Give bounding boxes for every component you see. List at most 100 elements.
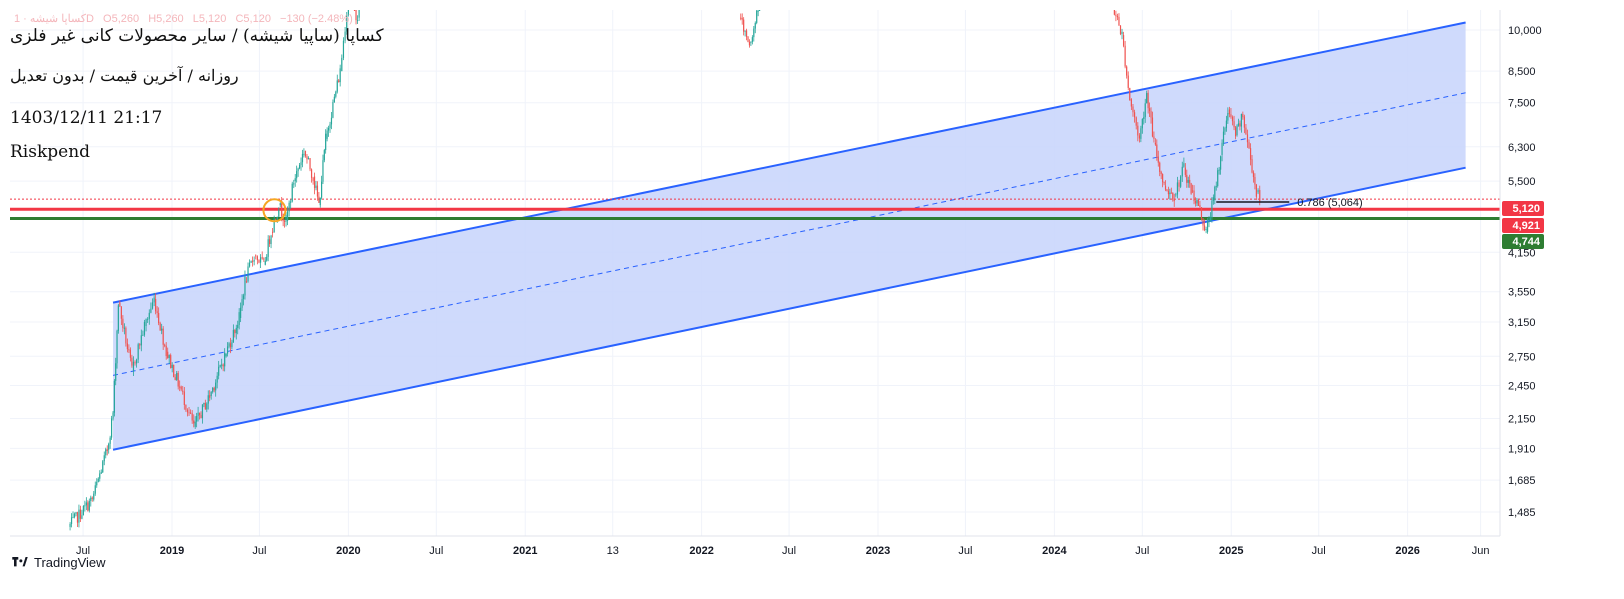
candle-body-279 (1214, 186, 1216, 201)
open-value: O5,260 (103, 13, 140, 25)
candle-body-142 (282, 216, 284, 221)
candle-body-20 (99, 473, 101, 479)
candle-body-0 (69, 523, 71, 527)
candle-body-125 (256, 256, 258, 261)
regression-channel[interactable] (112, 21, 1466, 451)
chart-subtitle: روزانه / آخرین قیمت / بدون تعدیل (10, 66, 239, 85)
candle-body-203 (747, 36, 749, 42)
time-axis[interactable]: Jul 2019 Jul 2020 Jul 2021 13 2022 Jul 2023 Jul 202… (76, 545, 1489, 557)
candle-body-266 (1194, 201, 1197, 204)
candle-body-224 (1132, 106, 1134, 113)
candle-body-103 (224, 352, 226, 367)
candle-body-293 (1234, 127, 1237, 137)
candle-body-158 (306, 156, 308, 160)
candle-body-209 (756, 10, 758, 23)
candle-body-270 (1200, 207, 1203, 219)
candle-body-280 (1215, 186, 1217, 188)
candle-body-183 (342, 40, 345, 58)
candle-body-105 (226, 346, 229, 354)
candle-body-281 (1217, 170, 1219, 187)
candle-body-56 (153, 297, 155, 303)
candle-body-114 (240, 307, 242, 318)
candle-body-240 (1156, 144, 1158, 157)
candle-body-152 (297, 168, 299, 172)
candle-body-169 (322, 160, 324, 182)
candle-body-121 (250, 260, 252, 263)
candle-body-7 (79, 509, 82, 519)
candle-body-309 (1259, 190, 1261, 202)
candle-body-154 (300, 162, 302, 166)
candle-body-258 (1183, 163, 1185, 167)
candle-body-53 (148, 312, 150, 319)
candle-body-186 (347, 10, 349, 15)
candle-body-171 (325, 133, 327, 151)
candle-body-49 (142, 334, 144, 336)
candle-body-153 (298, 165, 301, 169)
candle-body-15 (91, 497, 93, 499)
candle-body-12 (87, 502, 89, 511)
price-tick-10: 2,150 (1508, 413, 1536, 425)
candle-body-128 (261, 257, 263, 259)
price-axis[interactable]: 10,000 8,500 7,500 6,300 5,500 4,150 3,550 3,15… (1508, 25, 1542, 519)
candle-body-107 (229, 343, 232, 348)
candle-body-137 (275, 219, 277, 221)
candle-body-24 (105, 449, 107, 456)
candle-body-204 (748, 41, 751, 46)
candle-body-76 (183, 391, 185, 405)
candle-body-306 (1254, 177, 1256, 185)
candle-body-96 (213, 387, 215, 391)
candle-body-89 (203, 402, 205, 405)
candle-body-18 (96, 481, 98, 486)
candle-body-297 (1240, 114, 1242, 127)
time-tick-14: Jul (1312, 545, 1326, 557)
candle-body-44 (134, 361, 136, 364)
candle-body-159 (307, 158, 310, 160)
candle-body-132 (267, 239, 269, 257)
candle-body-261 (1187, 179, 1189, 183)
candle-body-220 (1126, 66, 1128, 76)
candle-body-19 (97, 478, 99, 482)
price-label-box-0 (1502, 201, 1544, 216)
candle-body-69 (173, 364, 175, 378)
candle-body-61 (161, 328, 163, 331)
horizontal-levels[interactable] (10, 198, 1500, 220)
candle-body-228 (1138, 135, 1141, 139)
candle-body-166 (318, 196, 320, 203)
candle-body-82 (193, 420, 195, 424)
annotations[interactable]: 0.786 (5,064) (262, 197, 1363, 223)
candle-body-136 (273, 219, 275, 233)
candle-body-50 (143, 321, 146, 335)
candle-body-39 (126, 343, 128, 350)
candle-body-120 (248, 262, 251, 267)
price-tick-11: 1,910 (1508, 443, 1536, 455)
candle-body-301 (1246, 134, 1249, 143)
candle-body-245 (1163, 182, 1165, 184)
tradingview-brand[interactable]: TradingView (10, 555, 106, 570)
candle-body-23 (103, 455, 105, 462)
candle-body-236 (1150, 111, 1152, 118)
candle-body-42 (131, 357, 133, 366)
candle-body-11 (85, 502, 87, 506)
candle-body-10 (84, 505, 86, 507)
candle-body-102 (222, 364, 224, 367)
candle-body-283 (1220, 156, 1222, 170)
candle-body-253 (1175, 194, 1177, 196)
candle-body-79 (188, 412, 190, 414)
candle-body-80 (190, 412, 192, 414)
candle-body-172 (326, 130, 328, 139)
candle-body-160 (309, 158, 311, 170)
price-tick-2: 7,500 (1508, 98, 1536, 110)
candle-body-71 (176, 372, 178, 380)
candle-body-238 (1153, 136, 1155, 139)
candle-body-206 (751, 37, 753, 42)
candle-body-296 (1239, 123, 1241, 127)
price-label-box-2 (1502, 234, 1544, 249)
candle-body-140 (279, 203, 281, 206)
price-label-1: 4,921 (1512, 220, 1540, 232)
candle-body-265 (1193, 190, 1195, 202)
candle-body-282 (1218, 169, 1220, 171)
candle-body-234 (1147, 92, 1149, 109)
candle-body-168 (321, 181, 323, 198)
candle-body-211 (759, 10, 761, 11)
